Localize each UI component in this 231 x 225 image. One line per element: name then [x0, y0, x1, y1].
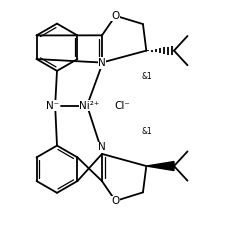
Polygon shape — [146, 162, 174, 171]
Text: Cl⁻: Cl⁻ — [114, 101, 130, 111]
Text: N⁻: N⁻ — [46, 101, 59, 111]
Text: O: O — [111, 11, 120, 21]
Text: Ni²⁺: Ni²⁺ — [79, 101, 100, 111]
Text: &1: &1 — [142, 127, 152, 136]
Text: N: N — [98, 142, 106, 152]
Text: &1: &1 — [142, 72, 152, 81]
Text: O: O — [111, 196, 120, 206]
Text: N: N — [98, 58, 106, 68]
